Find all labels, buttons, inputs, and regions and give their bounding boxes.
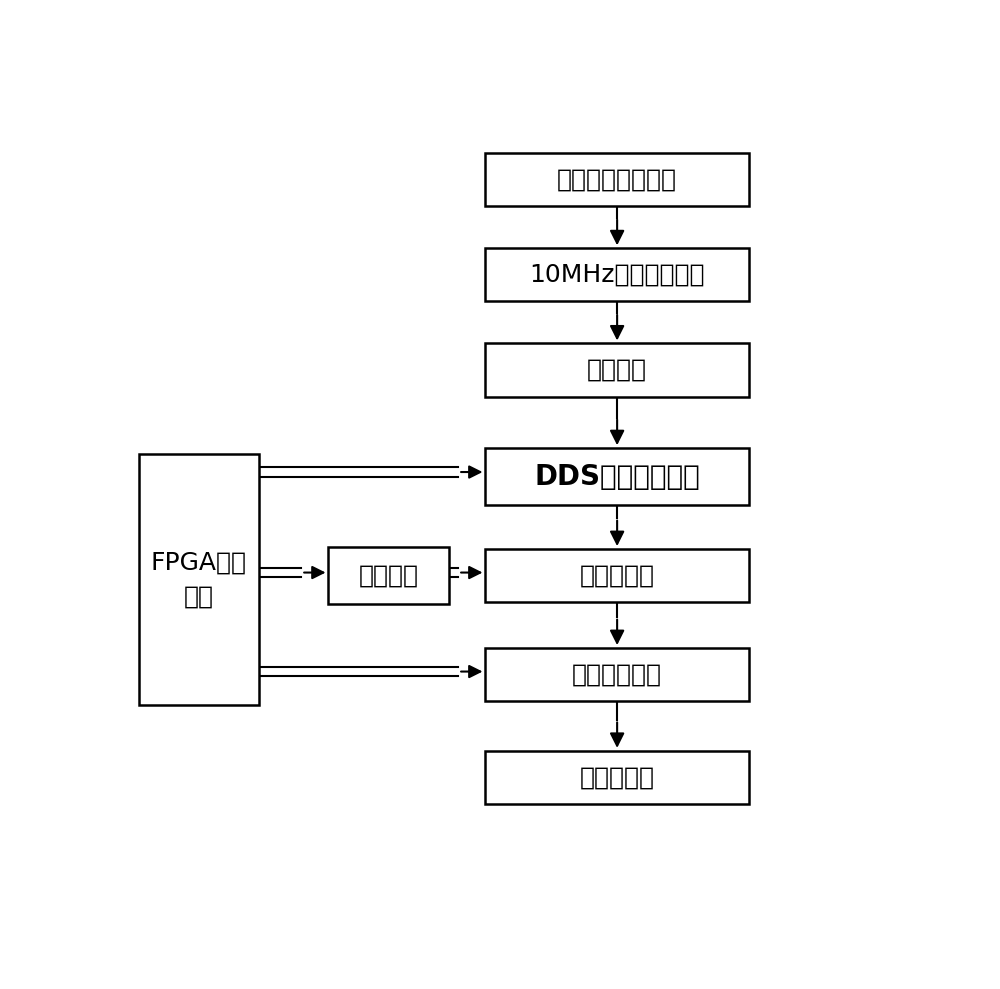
Bar	[485, 248, 749, 302]
Bar	[485, 549, 749, 602]
Bar	[485, 153, 749, 207]
Text: FPGA控制
电路: FPGA控制 电路	[151, 551, 247, 608]
Text: 输出功率控制: 输出功率控制	[572, 663, 662, 686]
Text: 10MHz恒温压控晶振: 10MHz恒温压控晶振	[529, 263, 705, 287]
Bar	[328, 547, 449, 604]
Text: DDS频率合成电路: DDS频率合成电路	[534, 463, 700, 491]
Bar	[485, 648, 749, 701]
Bar	[139, 454, 259, 705]
Text: 前级压控控制电压: 前级压控控制电压	[557, 167, 677, 192]
Text: 微波谐振腔: 微波谐振腔	[580, 765, 655, 789]
Bar	[485, 343, 749, 397]
Text: 时钟分配: 时钟分配	[587, 358, 647, 382]
Bar	[485, 448, 749, 505]
Text: 本振电路: 本振电路	[358, 564, 418, 587]
Bar	[485, 751, 749, 804]
Text: 上变频电路: 上变频电路	[580, 564, 655, 587]
